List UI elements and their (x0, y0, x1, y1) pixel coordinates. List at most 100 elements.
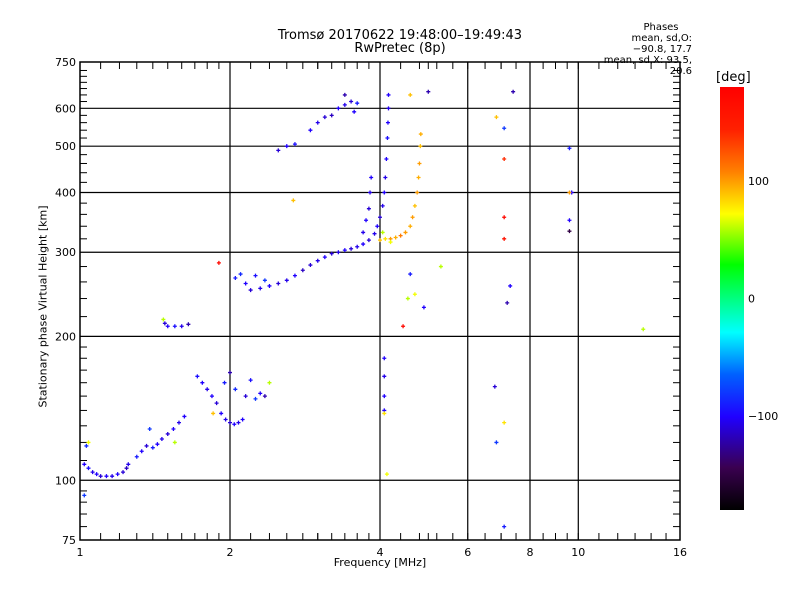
data-point (262, 278, 267, 283)
series-e-layer-trace (82, 440, 131, 498)
colorbar (720, 87, 744, 510)
data-point (253, 273, 258, 278)
data-point (315, 258, 320, 263)
data-point (421, 305, 426, 310)
data-point (361, 242, 366, 247)
data-point (494, 440, 499, 445)
data-point (165, 431, 170, 436)
data-point (172, 324, 177, 329)
data-point (380, 230, 385, 235)
stats-o-mode: mean, sd,O: −90.8, 17.7 (631, 33, 692, 55)
data-point (165, 324, 170, 329)
data-point (300, 268, 305, 273)
data-point (238, 272, 243, 277)
data-point (502, 524, 507, 529)
data-point (276, 148, 281, 153)
data-point (416, 175, 421, 180)
data-point (139, 449, 144, 454)
data-point (382, 374, 387, 379)
data-point (415, 190, 420, 195)
data-point (567, 190, 572, 195)
data-point (214, 401, 219, 406)
data-point (155, 442, 160, 447)
series-f2-x-mode (378, 132, 423, 245)
series-spread-high (276, 92, 360, 203)
y-tick-label: 750 (55, 56, 76, 69)
series-sporadic-210-km (161, 317, 191, 329)
data-points (82, 89, 646, 529)
data-point (382, 356, 387, 361)
data-point (104, 474, 109, 479)
data-point (223, 417, 228, 422)
data-point (502, 215, 507, 220)
data-point (134, 454, 139, 459)
data-point (412, 292, 417, 297)
data-point (222, 380, 227, 385)
data-point (267, 380, 272, 385)
data-point (124, 466, 129, 471)
data-point (567, 229, 572, 234)
y-tick-label: 400 (55, 186, 76, 199)
x-tick-label: 2 (227, 546, 234, 559)
data-point (384, 157, 389, 162)
data-point (262, 394, 267, 399)
data-point (233, 387, 238, 392)
chart-title-line1: Tromsø 20170622 19:48:00–19:49:43 (277, 28, 523, 43)
data-point (408, 272, 413, 277)
data-point (403, 230, 408, 235)
data-point (82, 493, 87, 498)
data-point (186, 322, 191, 327)
data-point (182, 414, 187, 419)
data-point (383, 236, 388, 241)
data-point (329, 251, 334, 256)
data-point (368, 190, 373, 195)
data-point (176, 420, 181, 425)
data-point (253, 396, 258, 401)
data-point (150, 445, 155, 450)
stats-heading: Phases (643, 22, 679, 33)
data-point (82, 462, 87, 467)
data-point (502, 420, 507, 425)
data-point (438, 264, 443, 269)
data-point (284, 144, 289, 149)
data-point (200, 380, 205, 385)
data-point (329, 113, 334, 118)
data-point (505, 300, 510, 305)
data-point (115, 472, 120, 477)
data-point (162, 321, 167, 326)
data-point (228, 420, 232, 425)
data-point (86, 440, 91, 445)
colorbar-tick-label: −100 (748, 410, 778, 423)
data-point (417, 161, 422, 166)
data-point (352, 109, 357, 114)
data-point (84, 443, 89, 448)
data-point (342, 102, 347, 107)
data-point (418, 132, 423, 137)
data-point (121, 470, 126, 475)
data-point (401, 324, 406, 329)
data-point (378, 238, 382, 243)
data-point (243, 394, 248, 399)
series-es-low-f-trace (134, 414, 187, 459)
data-point (567, 218, 572, 223)
data-point (355, 244, 360, 249)
y-tick-label: 200 (55, 330, 76, 343)
data-point (195, 374, 200, 379)
data-point (172, 440, 177, 445)
data-point (349, 246, 354, 251)
data-point (342, 248, 347, 253)
data-point (386, 92, 391, 97)
data-point (492, 384, 497, 389)
series-f1-cusp (195, 370, 272, 427)
x-tick-label: 1 (77, 546, 84, 559)
data-point (144, 443, 149, 448)
data-point (322, 115, 327, 120)
data-point (90, 470, 95, 475)
data-point (248, 288, 253, 293)
x-tick-label: 4 (377, 546, 384, 559)
data-point (382, 394, 387, 399)
data-point (243, 281, 248, 286)
data-point (228, 370, 232, 375)
data-point (336, 106, 341, 111)
